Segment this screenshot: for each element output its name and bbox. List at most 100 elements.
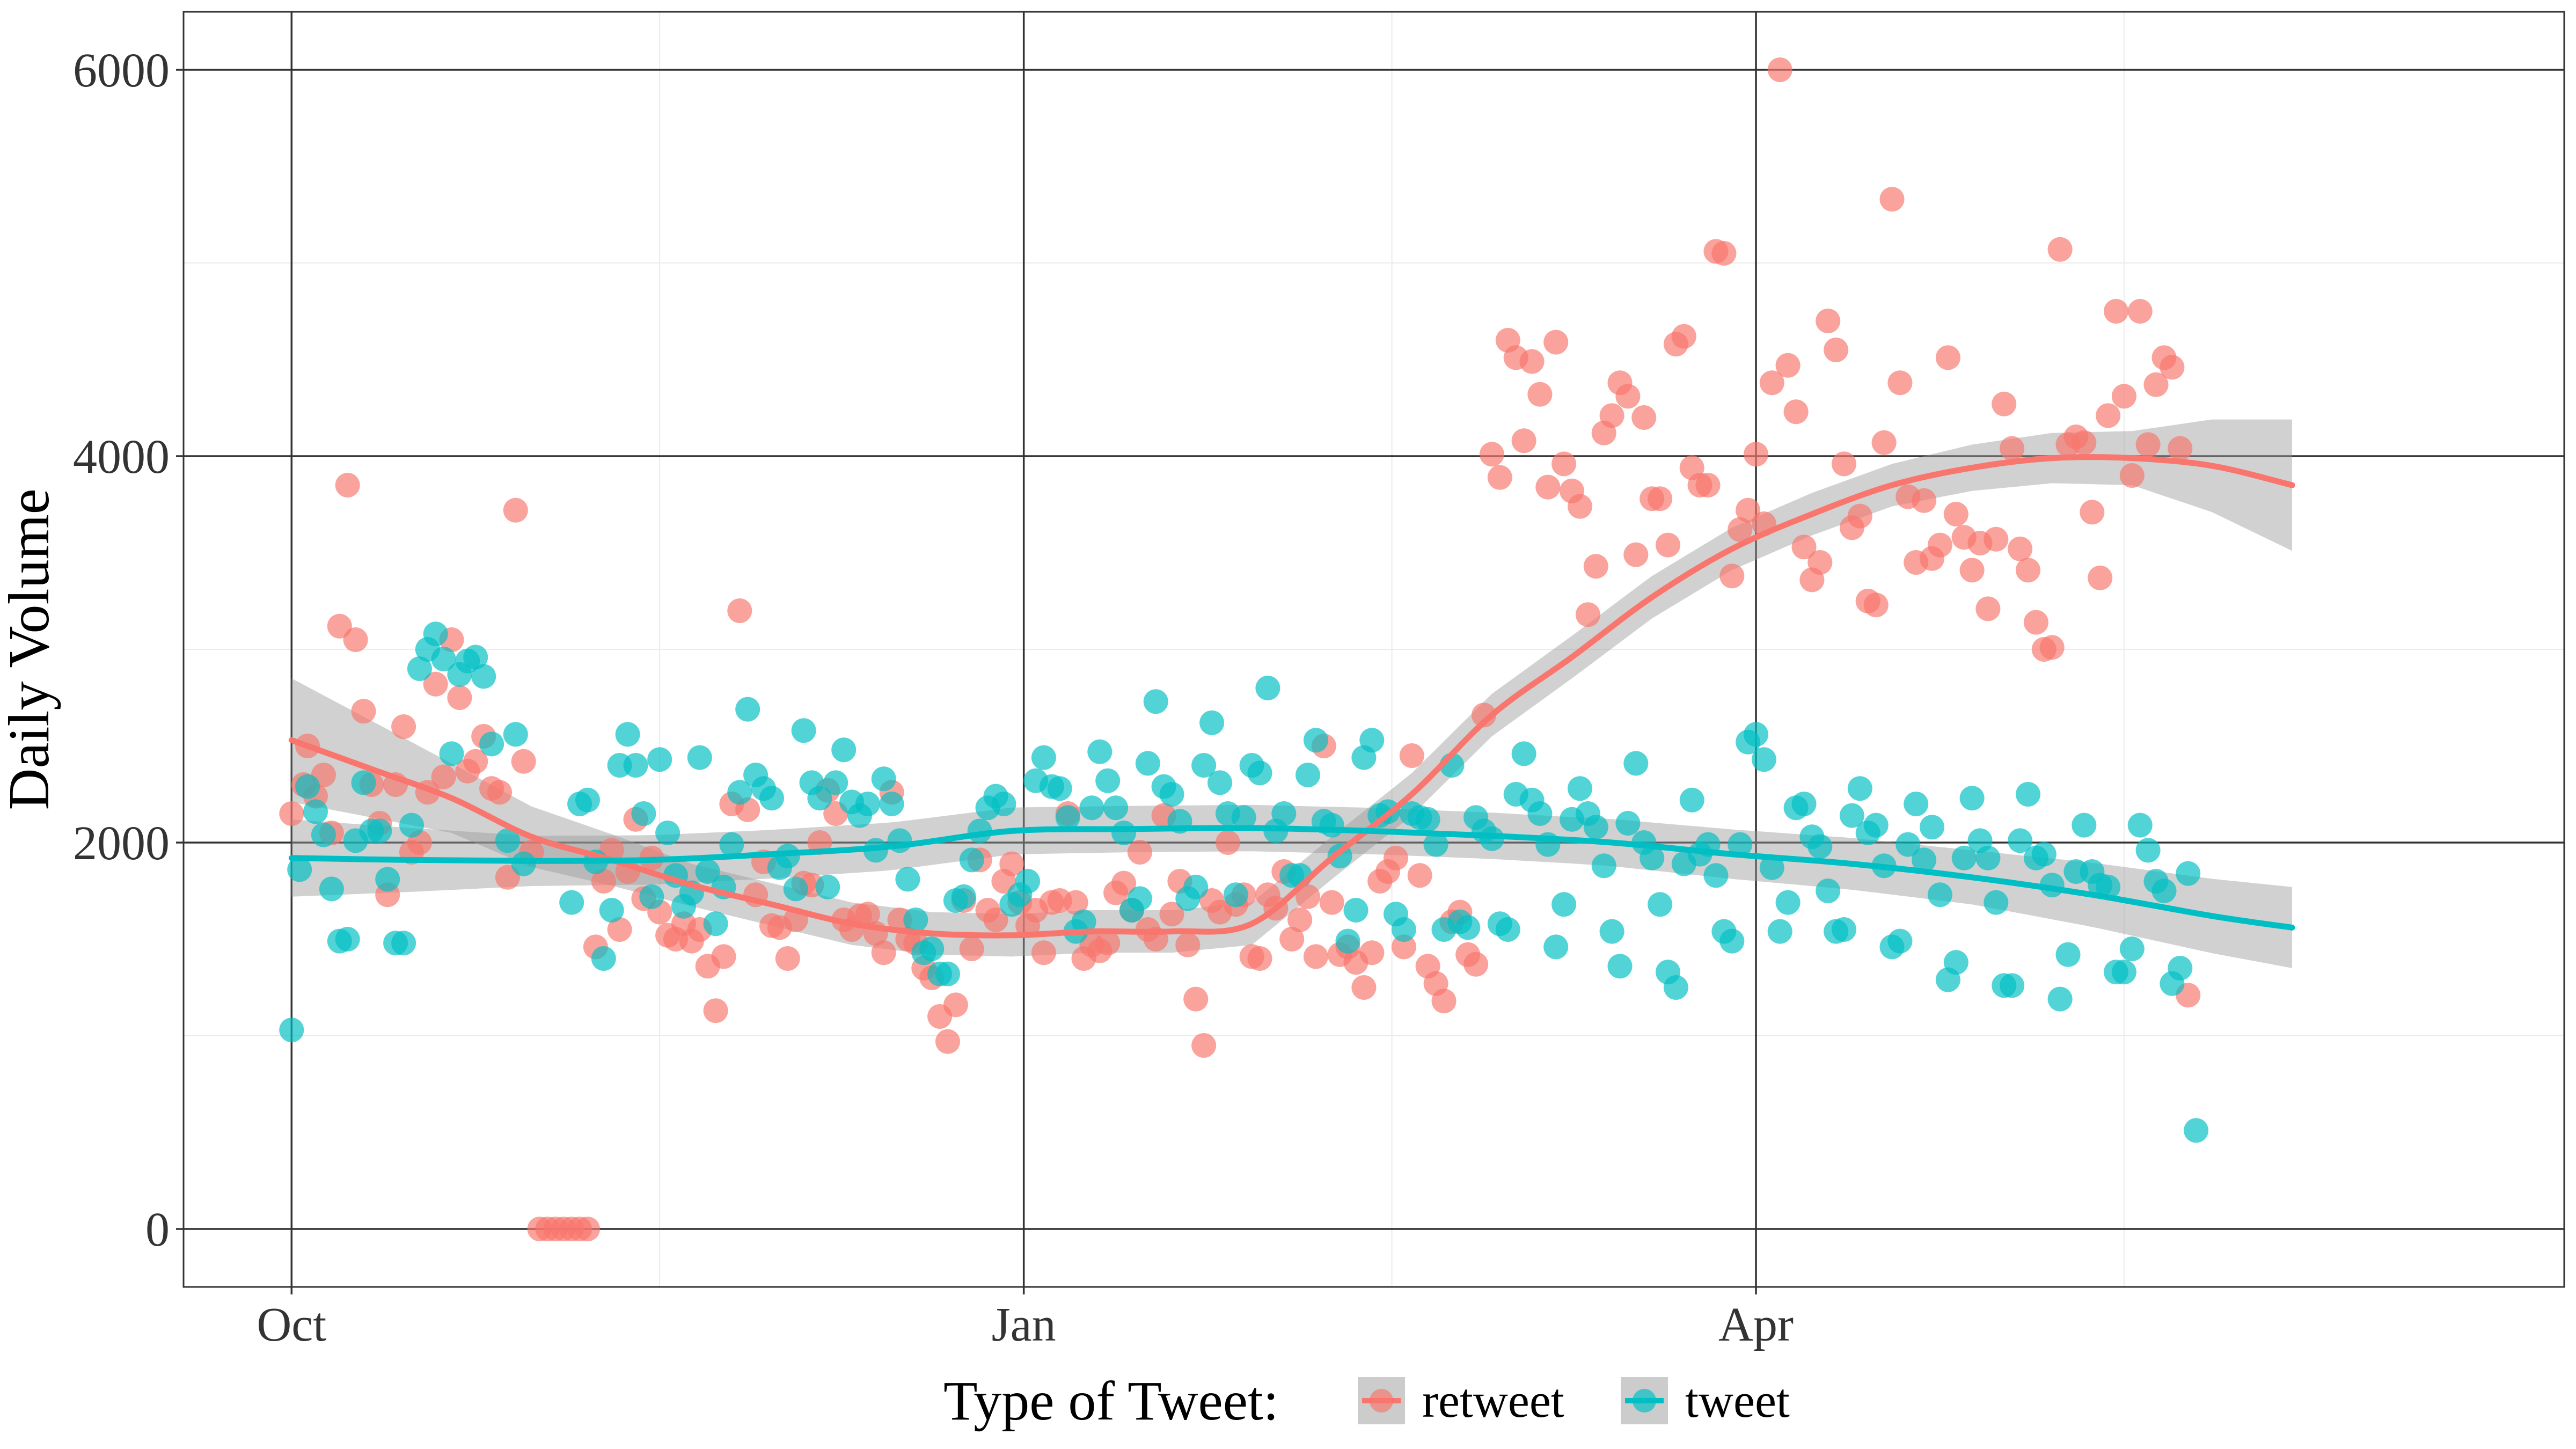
point-retweet <box>1175 932 1201 957</box>
point-tweet <box>1920 815 1944 840</box>
point-tweet <box>1103 795 1129 821</box>
point-tweet <box>655 821 680 845</box>
point-retweet <box>1247 946 1272 971</box>
point-retweet <box>711 944 736 969</box>
point-tweet <box>1863 813 1889 838</box>
point-tweet <box>1568 776 1592 801</box>
point-retweet <box>1775 353 1801 378</box>
point-retweet <box>1431 989 1457 1014</box>
point-retweet <box>999 851 1024 876</box>
point-retweet <box>423 671 448 697</box>
y-tick-label: 0 <box>145 1203 170 1256</box>
point-tweet <box>2000 973 2025 998</box>
point-retweet <box>1935 345 1960 370</box>
point-tweet <box>1255 676 1280 700</box>
point-retweet <box>1384 845 1408 870</box>
axes: 0 2000 4000 6000 Oct Jan Apr <box>73 44 1794 1351</box>
point-retweet <box>279 801 304 826</box>
point-tweet <box>1319 813 1344 838</box>
point-retweet <box>1575 602 1600 627</box>
point-retweet <box>943 992 968 1018</box>
point-tweet <box>871 766 896 792</box>
point-retweet <box>1511 428 1536 453</box>
point-retweet <box>1487 465 1512 490</box>
point-tweet <box>1415 807 1440 832</box>
point-tweet <box>1296 763 1320 787</box>
point-tweet <box>1543 934 1569 960</box>
point-retweet <box>2104 299 2128 324</box>
point-retweet <box>1183 986 1209 1012</box>
point-tweet <box>1159 782 1184 807</box>
point-tweet <box>759 786 784 811</box>
point-tweet <box>287 857 312 882</box>
point-retweet <box>1671 324 1696 349</box>
point-retweet <box>2039 635 2065 660</box>
point-tweet <box>1767 919 1792 944</box>
point-tweet <box>391 931 416 956</box>
point-tweet <box>503 722 528 747</box>
point-retweet <box>1984 526 2009 552</box>
point-tweet <box>727 780 752 805</box>
point-retweet <box>463 749 488 774</box>
point-tweet <box>647 747 672 772</box>
point-tweet <box>1191 753 1217 778</box>
point-retweet <box>2016 558 2040 583</box>
point-tweet <box>599 898 624 923</box>
point-retweet <box>575 1217 600 1241</box>
band-retweet <box>291 419 2292 957</box>
point-retweet <box>1463 952 1489 977</box>
point-tweet <box>1912 847 1937 873</box>
point-retweet <box>1728 517 1753 542</box>
point-retweet <box>1287 908 1313 932</box>
point-tweet <box>1047 776 1072 801</box>
point-tweet <box>855 792 880 816</box>
point-tweet <box>2008 828 2033 853</box>
legend: Type of Tweet: retweet tweet <box>943 1370 1790 1432</box>
point-retweet <box>703 998 728 1023</box>
point-retweet <box>2127 299 2153 324</box>
y-axis-title: Daily Volume <box>0 488 61 810</box>
point-tweet <box>2096 874 2121 899</box>
point-tweet <box>791 718 816 743</box>
point-retweet <box>351 699 376 724</box>
point-tweet <box>719 832 744 857</box>
point-tweet <box>1728 832 1753 857</box>
point-retweet <box>1351 975 1377 1000</box>
point-tweet <box>2047 986 2073 1012</box>
point-tweet <box>351 770 376 795</box>
point-tweet <box>575 787 600 813</box>
point-retweet <box>1847 503 1872 529</box>
point-tweet <box>2151 879 2177 903</box>
point-retweet <box>1975 596 2001 621</box>
point-retweet <box>1063 890 1088 915</box>
point-tweet <box>367 818 392 844</box>
point-tweet <box>1231 805 1256 830</box>
point-tweet <box>295 774 320 799</box>
point-tweet <box>2127 813 2153 838</box>
point-retweet <box>2168 436 2193 461</box>
point-tweet <box>1031 745 1056 770</box>
point-tweet <box>423 621 448 647</box>
smooth-lines <box>288 454 2295 939</box>
point-tweet <box>511 851 536 876</box>
x-tick-label: Oct <box>257 1298 326 1351</box>
point-tweet <box>935 961 960 986</box>
point-retweet <box>1927 532 1952 558</box>
point-tweet <box>1143 689 1168 714</box>
point-tweet <box>703 911 728 936</box>
point-tweet <box>1775 890 1801 915</box>
point-tweet <box>1640 845 1665 870</box>
point-tweet <box>823 770 848 795</box>
point-tweet <box>2184 1118 2209 1143</box>
point-tweet <box>1359 728 1385 753</box>
point-tweet <box>815 874 840 899</box>
point-retweet <box>871 940 896 965</box>
point-tweet <box>1127 886 1152 911</box>
y-tick-label: 2000 <box>73 817 170 870</box>
legend-title: Type of Tweet: <box>943 1370 1279 1432</box>
point-retweet <box>1472 702 1496 728</box>
point-tweet <box>303 799 328 824</box>
point-tweet <box>439 741 464 766</box>
point-tweet <box>1951 845 1977 870</box>
panel-border <box>182 11 2565 1288</box>
